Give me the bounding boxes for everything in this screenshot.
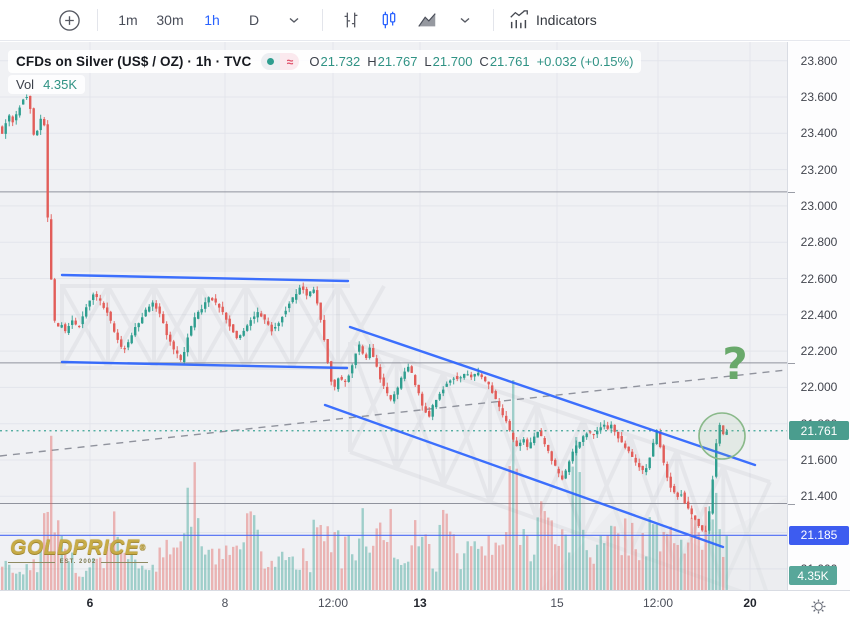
low-label: L bbox=[424, 54, 432, 69]
chart-style-candles-button[interactable] bbox=[370, 5, 408, 35]
chart-style-menu-button[interactable] bbox=[446, 5, 484, 35]
volume-badge: 4.35K bbox=[789, 566, 837, 585]
area-chart-icon bbox=[418, 13, 436, 27]
scale-settings-button[interactable] bbox=[807, 595, 829, 617]
price-tick-label: 23.600 bbox=[800, 90, 838, 104]
interval-d-button[interactable]: D bbox=[248, 12, 260, 28]
plus-circle-icon bbox=[58, 9, 80, 31]
indicators-label: Indicators bbox=[536, 12, 597, 28]
gear-icon bbox=[811, 599, 825, 613]
top-toolbar: 1m 30m 1h D bbox=[0, 0, 850, 41]
close-value: 21.761 bbox=[489, 54, 530, 69]
price-tick-label: 23.800 bbox=[800, 53, 838, 68]
price-badge-21.761: 21.761 bbox=[789, 421, 849, 441]
chevron-down-icon bbox=[289, 17, 299, 23]
channel2-bottom-line[interactable] bbox=[323, 403, 725, 549]
level-tick-mark bbox=[788, 504, 795, 505]
price-tick-label: 23.400 bbox=[800, 126, 838, 141]
price-tick-label: 22.800 bbox=[800, 235, 838, 250]
bars-chart-icon bbox=[344, 12, 358, 28]
price-tick-label: 22.400 bbox=[800, 307, 838, 322]
time-tick-label: 20 bbox=[743, 596, 757, 610]
time-tick-label: 15 bbox=[550, 596, 564, 610]
chart-style-bars-button[interactable] bbox=[332, 5, 370, 35]
candlestick-chart[interactable] bbox=[0, 42, 787, 590]
volume-legend[interactable]: Vol 4.35K bbox=[8, 75, 86, 94]
toolbar-divider bbox=[97, 9, 98, 31]
time-tick-label: 12:00 bbox=[317, 596, 349, 610]
indicators-icon bbox=[510, 10, 528, 29]
delayed-data-icon: ≈ bbox=[280, 53, 300, 70]
dashed-trendline[interactable] bbox=[0, 369, 787, 457]
price-tick-label: 22.600 bbox=[800, 271, 838, 286]
indicators-button[interactable]: Indicators bbox=[503, 5, 602, 35]
chart-style-area-button[interactable] bbox=[408, 5, 446, 35]
toolbar-divider bbox=[493, 9, 494, 31]
open-label: O bbox=[309, 54, 320, 69]
change-value: +0.032 (+0.15%) bbox=[536, 54, 634, 69]
time-tick-label: 6 bbox=[86, 596, 94, 610]
interval-30m-button[interactable]: 30m bbox=[156, 12, 184, 28]
open-value: 21.732 bbox=[320, 54, 361, 69]
symbol-title: CFDs on Silver (US$ / OZ) · 1h · TVC bbox=[16, 54, 252, 69]
breakout-highlight-circle[interactable] bbox=[698, 412, 746, 460]
channel1-bottom-line[interactable] bbox=[60, 360, 349, 370]
market-status-pill: ≈ bbox=[261, 53, 300, 70]
price-scale[interactable]: 21.00021.20021.40021.60021.80022.00022.2… bbox=[787, 42, 850, 590]
channel1-top-line[interactable] bbox=[60, 273, 350, 283]
volume-bars bbox=[1, 380, 728, 590]
price-tick-label: 21.400 bbox=[800, 489, 838, 504]
bridge-watermark bbox=[60, 258, 787, 590]
interval-1m-button[interactable]: 1m bbox=[118, 12, 138, 28]
market-open-dot-icon bbox=[267, 58, 275, 65]
close-label: C bbox=[479, 54, 489, 69]
low-value: 21.700 bbox=[432, 54, 473, 69]
candles-chart-icon bbox=[382, 11, 396, 29]
time-tick-label: 13 bbox=[413, 596, 427, 610]
price-tick-label: 23.200 bbox=[800, 162, 838, 177]
toolbar-divider bbox=[322, 9, 323, 31]
chart-pane[interactable]: GOLDPRICE® EST. 2002 ? CFDs on Silver (U… bbox=[0, 42, 787, 590]
price-tick-label: 22.200 bbox=[800, 344, 838, 359]
candles bbox=[1, 94, 728, 534]
level-tick-mark bbox=[788, 192, 795, 193]
high-value: 21.767 bbox=[377, 54, 418, 69]
chevron-down-icon bbox=[460, 17, 470, 23]
level-tick-mark bbox=[788, 363, 795, 364]
time-scale[interactable]: 6 8 12:00 13 15 12:00 20 bbox=[0, 590, 850, 618]
time-tick-label: 12:00 bbox=[642, 596, 674, 610]
interval-1h-button[interactable]: 1h bbox=[204, 12, 220, 28]
symbol-legend[interactable]: CFDs on Silver (US$ / OZ) · 1h · TVC ≈ O… bbox=[8, 50, 642, 73]
volume-label: Vol bbox=[16, 77, 35, 92]
gridlines bbox=[0, 42, 787, 590]
channel2-top-line[interactable] bbox=[348, 325, 757, 467]
interval-menu-button[interactable] bbox=[275, 5, 313, 35]
volume-value: 4.35K bbox=[43, 77, 78, 92]
price-tick-label: 23.000 bbox=[800, 198, 838, 213]
ohlc-readout: O21.732 H21.767 L21.700 C21.761 +0.032 (… bbox=[309, 54, 633, 69]
price-tick-label: 22.000 bbox=[800, 380, 838, 395]
price-tick-label: 21.600 bbox=[800, 453, 838, 467]
price-badge-21.185: 21.185 bbox=[789, 525, 849, 545]
time-tick-label: 8 bbox=[221, 596, 229, 610]
add-symbol-button[interactable] bbox=[50, 5, 88, 35]
high-label: H bbox=[367, 54, 377, 69]
